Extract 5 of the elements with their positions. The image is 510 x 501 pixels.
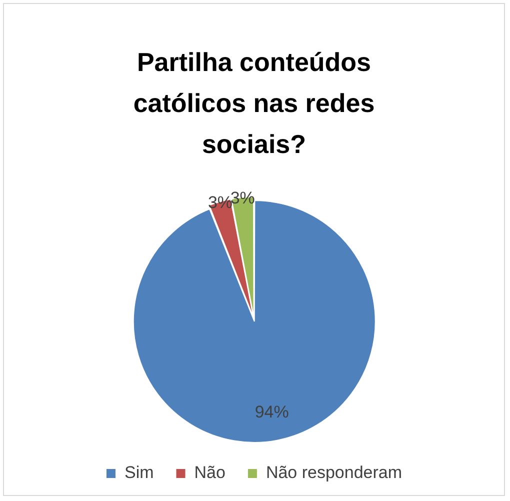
chart-title: Partilha conteúdos católicos nas redes sociais? <box>132 46 376 161</box>
data-label: 94% <box>254 402 289 422</box>
legend-label: Não <box>194 463 226 482</box>
legend-label: Sim <box>124 463 154 482</box>
legend-label: Não responderam <box>266 463 402 482</box>
